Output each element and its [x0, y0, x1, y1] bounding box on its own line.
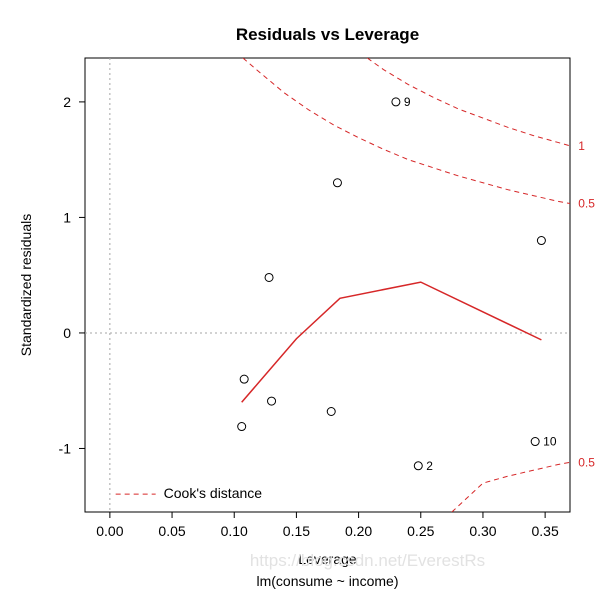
data-point — [414, 462, 422, 470]
x-tick-label: 0.35 — [532, 523, 559, 539]
legend-label: Cook's distance — [164, 485, 263, 501]
y-axis-title: Standardized residuals — [18, 214, 34, 356]
x-tick-label: 0.15 — [283, 523, 310, 539]
data-point — [327, 407, 335, 415]
cook-curve-0 — [367, 58, 570, 146]
chart-svg: 910210.50.5Cook's distance0.000.050.100.… — [0, 0, 612, 612]
y-tick-label: 2 — [63, 94, 71, 110]
smooth-fit-line — [242, 282, 542, 402]
data-point — [268, 397, 276, 405]
plot-border — [85, 58, 570, 512]
x-tick-label: 0.00 — [96, 523, 123, 539]
data-point — [537, 237, 545, 245]
cook-label: 1 — [578, 139, 585, 153]
point-label: 2 — [426, 459, 433, 473]
data-point — [531, 438, 539, 446]
y-tick-label: 1 — [63, 209, 71, 225]
x-tick-label: 0.30 — [469, 523, 496, 539]
y-tick-label: 0 — [63, 325, 71, 341]
residuals-leverage-chart: 910210.50.5Cook's distance0.000.050.100.… — [0, 0, 612, 612]
x-tick-label: 0.10 — [221, 523, 248, 539]
x-tick-label: 0.25 — [407, 523, 434, 539]
data-point — [392, 98, 400, 106]
x-tick-label: 0.20 — [345, 523, 372, 539]
y-tick-label: -1 — [59, 440, 72, 456]
watermark: https://blog.csdn.net/EverestRs — [250, 551, 485, 570]
chart-title: Residuals vs Leverage — [236, 25, 419, 44]
data-point — [265, 273, 273, 281]
point-label: 9 — [404, 95, 411, 109]
cook-curve-1 — [243, 58, 570, 204]
data-point — [240, 375, 248, 383]
data-point — [333, 179, 341, 187]
chart-subtitle: lm(consume ~ income) — [257, 573, 399, 589]
cook-label: 0.5 — [578, 197, 595, 211]
cook-label: 0.5 — [578, 455, 595, 469]
cook-curve-2 — [452, 462, 570, 512]
x-tick-label: 0.05 — [158, 523, 185, 539]
data-point — [238, 423, 246, 431]
point-label: 10 — [543, 435, 557, 449]
